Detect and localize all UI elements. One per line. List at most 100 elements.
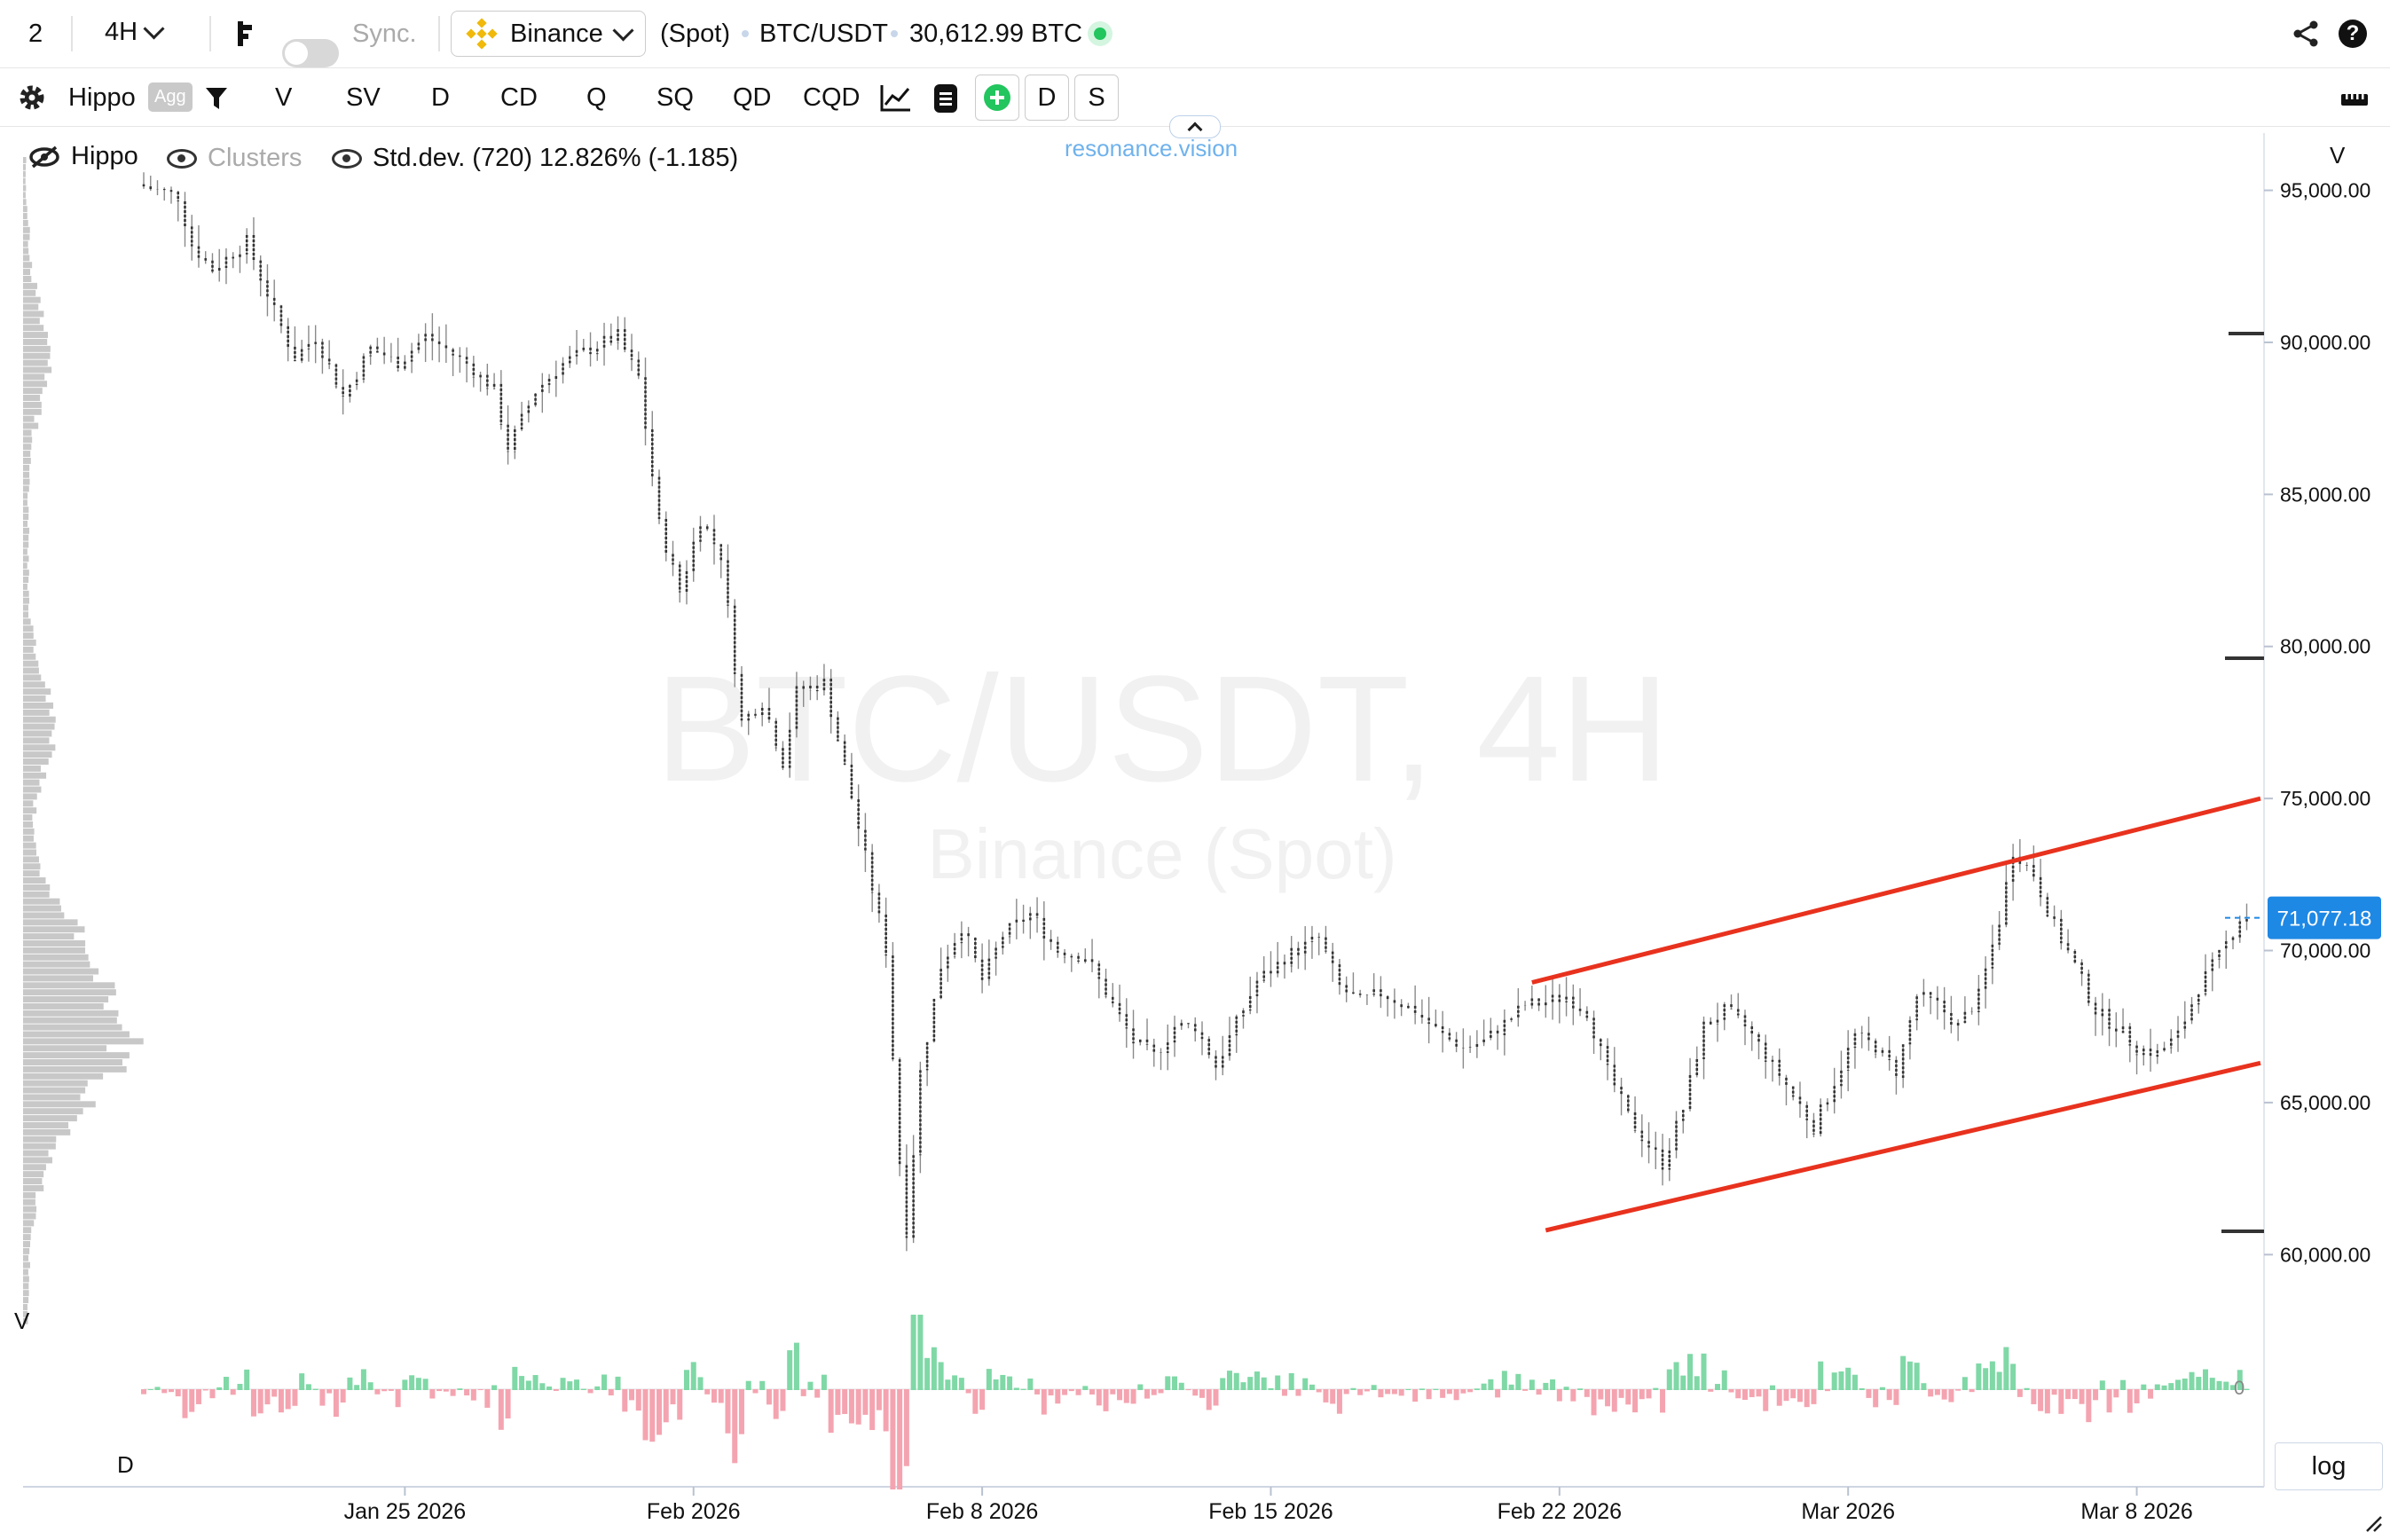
delta-bar [1206,1389,1212,1410]
profile-bar [23,262,33,269]
delta-bar [1851,1374,1858,1390]
delta-bar [690,1362,696,1390]
delta-bar [409,1375,415,1390]
profile-bar [23,177,26,185]
delta-bar [388,1389,394,1391]
chart-type-icon[interactable] [236,20,256,48]
channel-line [1531,796,2261,985]
delta-bar [223,1377,229,1390]
filter-icon[interactable] [204,85,229,112]
delta-bar [1749,1389,1755,1397]
delta-bar [1089,1389,1096,1395]
profile-bar [23,646,34,653]
profile-bar [23,1157,52,1164]
delta-bar [1309,1384,1315,1390]
collapse-toolbar-button[interactable] [1169,115,1221,138]
delta-bar [1343,1389,1349,1395]
delta-bar [292,1389,298,1406]
indicator-sv[interactable]: SV [346,83,381,112]
legend-hippo[interactable]: Hippo [28,142,138,171]
delta-bar [725,1389,731,1434]
delta-bar [1398,1389,1404,1396]
delta-bar [649,1389,656,1442]
indicator-d[interactable]: D [431,83,450,112]
timeframe-dropdown[interactable]: 4H [105,18,165,47]
delta-bar [2120,1379,2127,1390]
delta-bar [1955,1389,1962,1391]
profile-bar [23,206,28,213]
indicator-sq[interactable]: SQ [656,83,694,112]
profile-bar [23,527,30,534]
legend-stddev[interactable]: Std.dev. (720) 12.826% (-1.185) [332,144,738,173]
delta-bar [2154,1384,2160,1390]
delta-bar [842,1389,848,1414]
legend-clusters[interactable]: Clusters [167,144,302,173]
profile-bar [23,1303,28,1310]
delta-bar [1096,1389,1102,1406]
s-button[interactable]: S [1074,75,1119,121]
exchange-dropdown[interactable]: Binance [451,11,646,57]
price-chart[interactable]: BTC/USDT, 4H Binance (Spot) 95,000.00 90,… [0,126,2390,1540]
share-icon[interactable] [2292,20,2321,48]
profile-name[interactable]: Hippo [68,83,136,112]
delta-bar [1584,1389,1590,1397]
layout-count[interactable]: 2 [28,20,43,48]
delta-bar [1378,1389,1384,1398]
indicator-qd[interactable]: QD [733,83,772,112]
profile-bar [23,730,52,737]
delta-bar [1261,1377,1267,1390]
profile-bar [23,1310,28,1317]
delta-bar [230,1389,236,1395]
legend-hippo-label: Hippo [71,142,138,170]
eye-hidden-icon[interactable] [28,145,60,169]
delta-pane-label: D [117,1451,134,1478]
profile-bar [23,939,86,947]
delta-bar [697,1377,704,1390]
indicator-cd[interactable]: CD [500,83,538,112]
profile-bar [23,170,26,177]
agg-badge[interactable]: Agg [148,82,193,112]
delta-bar [965,1389,971,1394]
delta-bar [1969,1389,1975,1393]
delta-bar [752,1389,759,1394]
delta-bar [477,1389,484,1391]
delta-bar [1859,1387,1865,1390]
eye-icon[interactable] [167,148,197,169]
delta-bar [869,1389,876,1431]
log-scale-button[interactable]: log [2275,1442,2383,1490]
delta-bar [305,1384,311,1390]
d-button[interactable]: D [1025,75,1069,121]
add-indicator-button[interactable] [975,75,1019,121]
delta-bar [1007,1376,1013,1390]
delta-bar [629,1389,635,1401]
indicator-cqd[interactable]: CQD [803,83,861,112]
delta-bar [1130,1389,1136,1404]
pair-label[interactable]: BTC/USDT [759,20,888,48]
delta-bar [257,1389,263,1414]
resize-icon[interactable] [2363,1513,2383,1533]
delta-bar [429,1389,436,1399]
delta-bar [244,1369,250,1390]
delta-bar [1845,1367,1851,1390]
delta-bar [147,1388,153,1390]
gear-icon[interactable] [18,83,46,112]
notes-icon[interactable] [933,83,958,114]
profile-bar [23,898,60,905]
delta-bar [1446,1389,1452,1395]
eye-icon[interactable] [332,148,362,169]
help-icon[interactable]: ? [2339,20,2367,48]
profile-bar [23,1115,77,1122]
delta-bar [897,1389,903,1489]
delta-bar [1701,1353,1707,1390]
delta-bar [1921,1383,1927,1390]
sync-toggle[interactable] [282,39,339,67]
line-chart-icon[interactable] [880,83,912,112]
ruler-icon[interactable] [2340,90,2369,106]
profile-bar [23,751,52,758]
x-tick-label: Feb 2026 [647,1499,741,1524]
delta-bar [189,1389,195,1412]
indicator-q[interactable]: Q [586,83,607,112]
delta-bar [2113,1389,2119,1398]
delta-bar [2079,1389,2085,1404]
indicator-v[interactable]: V [275,83,293,112]
